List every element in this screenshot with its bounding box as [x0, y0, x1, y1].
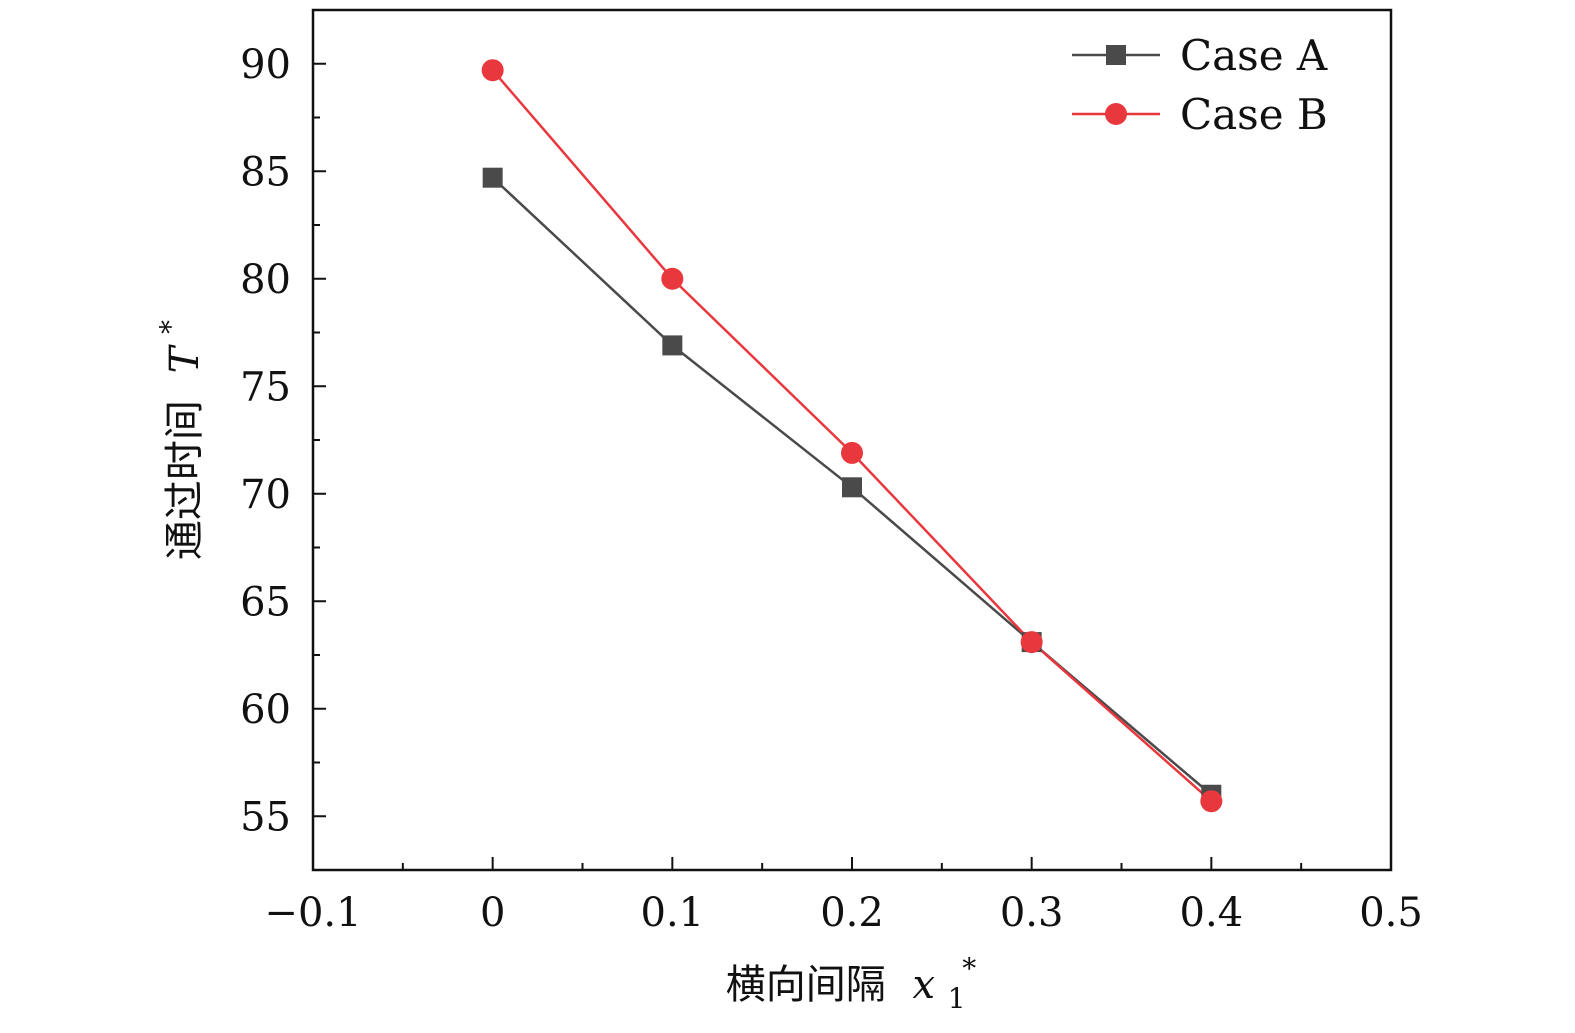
- y-axis-title-sup: *: [154, 320, 187, 334]
- x-tick-label: 0.1: [641, 890, 705, 936]
- legend-label: Case A: [1180, 31, 1328, 80]
- data-point: [661, 267, 684, 290]
- data-point: [1200, 790, 1223, 813]
- y-tick-label: 60: [240, 687, 291, 733]
- x-axis-title-sup: *: [962, 952, 976, 985]
- x-axis-title: 横向间隔 x 1 *: [726, 952, 979, 1018]
- x-axis-title-sub: 1: [948, 982, 966, 1015]
- data-point: [481, 59, 504, 82]
- data-point: [482, 167, 503, 188]
- data-point: [841, 441, 863, 464]
- legend: Case A Case B: [1072, 31, 1328, 139]
- y-tick-label: 55: [240, 794, 291, 840]
- plot-frame: [311, 8, 1393, 872]
- x-tick-label: 0: [480, 890, 505, 936]
- x-axis-title-text: 横向间隔: [726, 962, 886, 1008]
- x-tick-label: 0.2: [820, 890, 884, 936]
- y-axis-title-text: 通过时间: [162, 400, 208, 560]
- y-axis-title-math: T: [162, 343, 208, 373]
- data-point: [662, 335, 683, 356]
- legend-marker: [1105, 103, 1127, 125]
- y-axis-ticks: 55 60 65 70 75 80 85 90: [240, 42, 326, 840]
- y-tick-label: 75: [240, 364, 291, 410]
- y-tick-label: 65: [240, 579, 291, 625]
- y-tick-label: 85: [240, 149, 291, 195]
- x-axis-ticks: −0.1 0 0.1 0.2 0.3 0.4 0.5: [264, 857, 1423, 936]
- data-point: [1020, 631, 1043, 654]
- y-tick-label: 70: [240, 472, 291, 518]
- x-tick-label: 0.5: [1359, 890, 1423, 936]
- legend-marker: [1106, 45, 1126, 65]
- x-tick-label: 0.3: [1000, 890, 1064, 936]
- data-point: [842, 477, 862, 498]
- y-axis-title: 通过时间 T *: [154, 320, 208, 560]
- legend-label: Case B: [1180, 90, 1328, 139]
- x-tick-label: −0.1: [264, 890, 361, 936]
- x-tick-label: 0.4: [1180, 890, 1244, 936]
- series-line: [491, 69, 1213, 803]
- y-tick-label: 90: [240, 42, 291, 88]
- y-tick-label: 80: [240, 257, 291, 303]
- x-axis-title-math: x: [912, 962, 935, 1008]
- series-lines: [491, 69, 1213, 803]
- series-markers: [481, 59, 1223, 813]
